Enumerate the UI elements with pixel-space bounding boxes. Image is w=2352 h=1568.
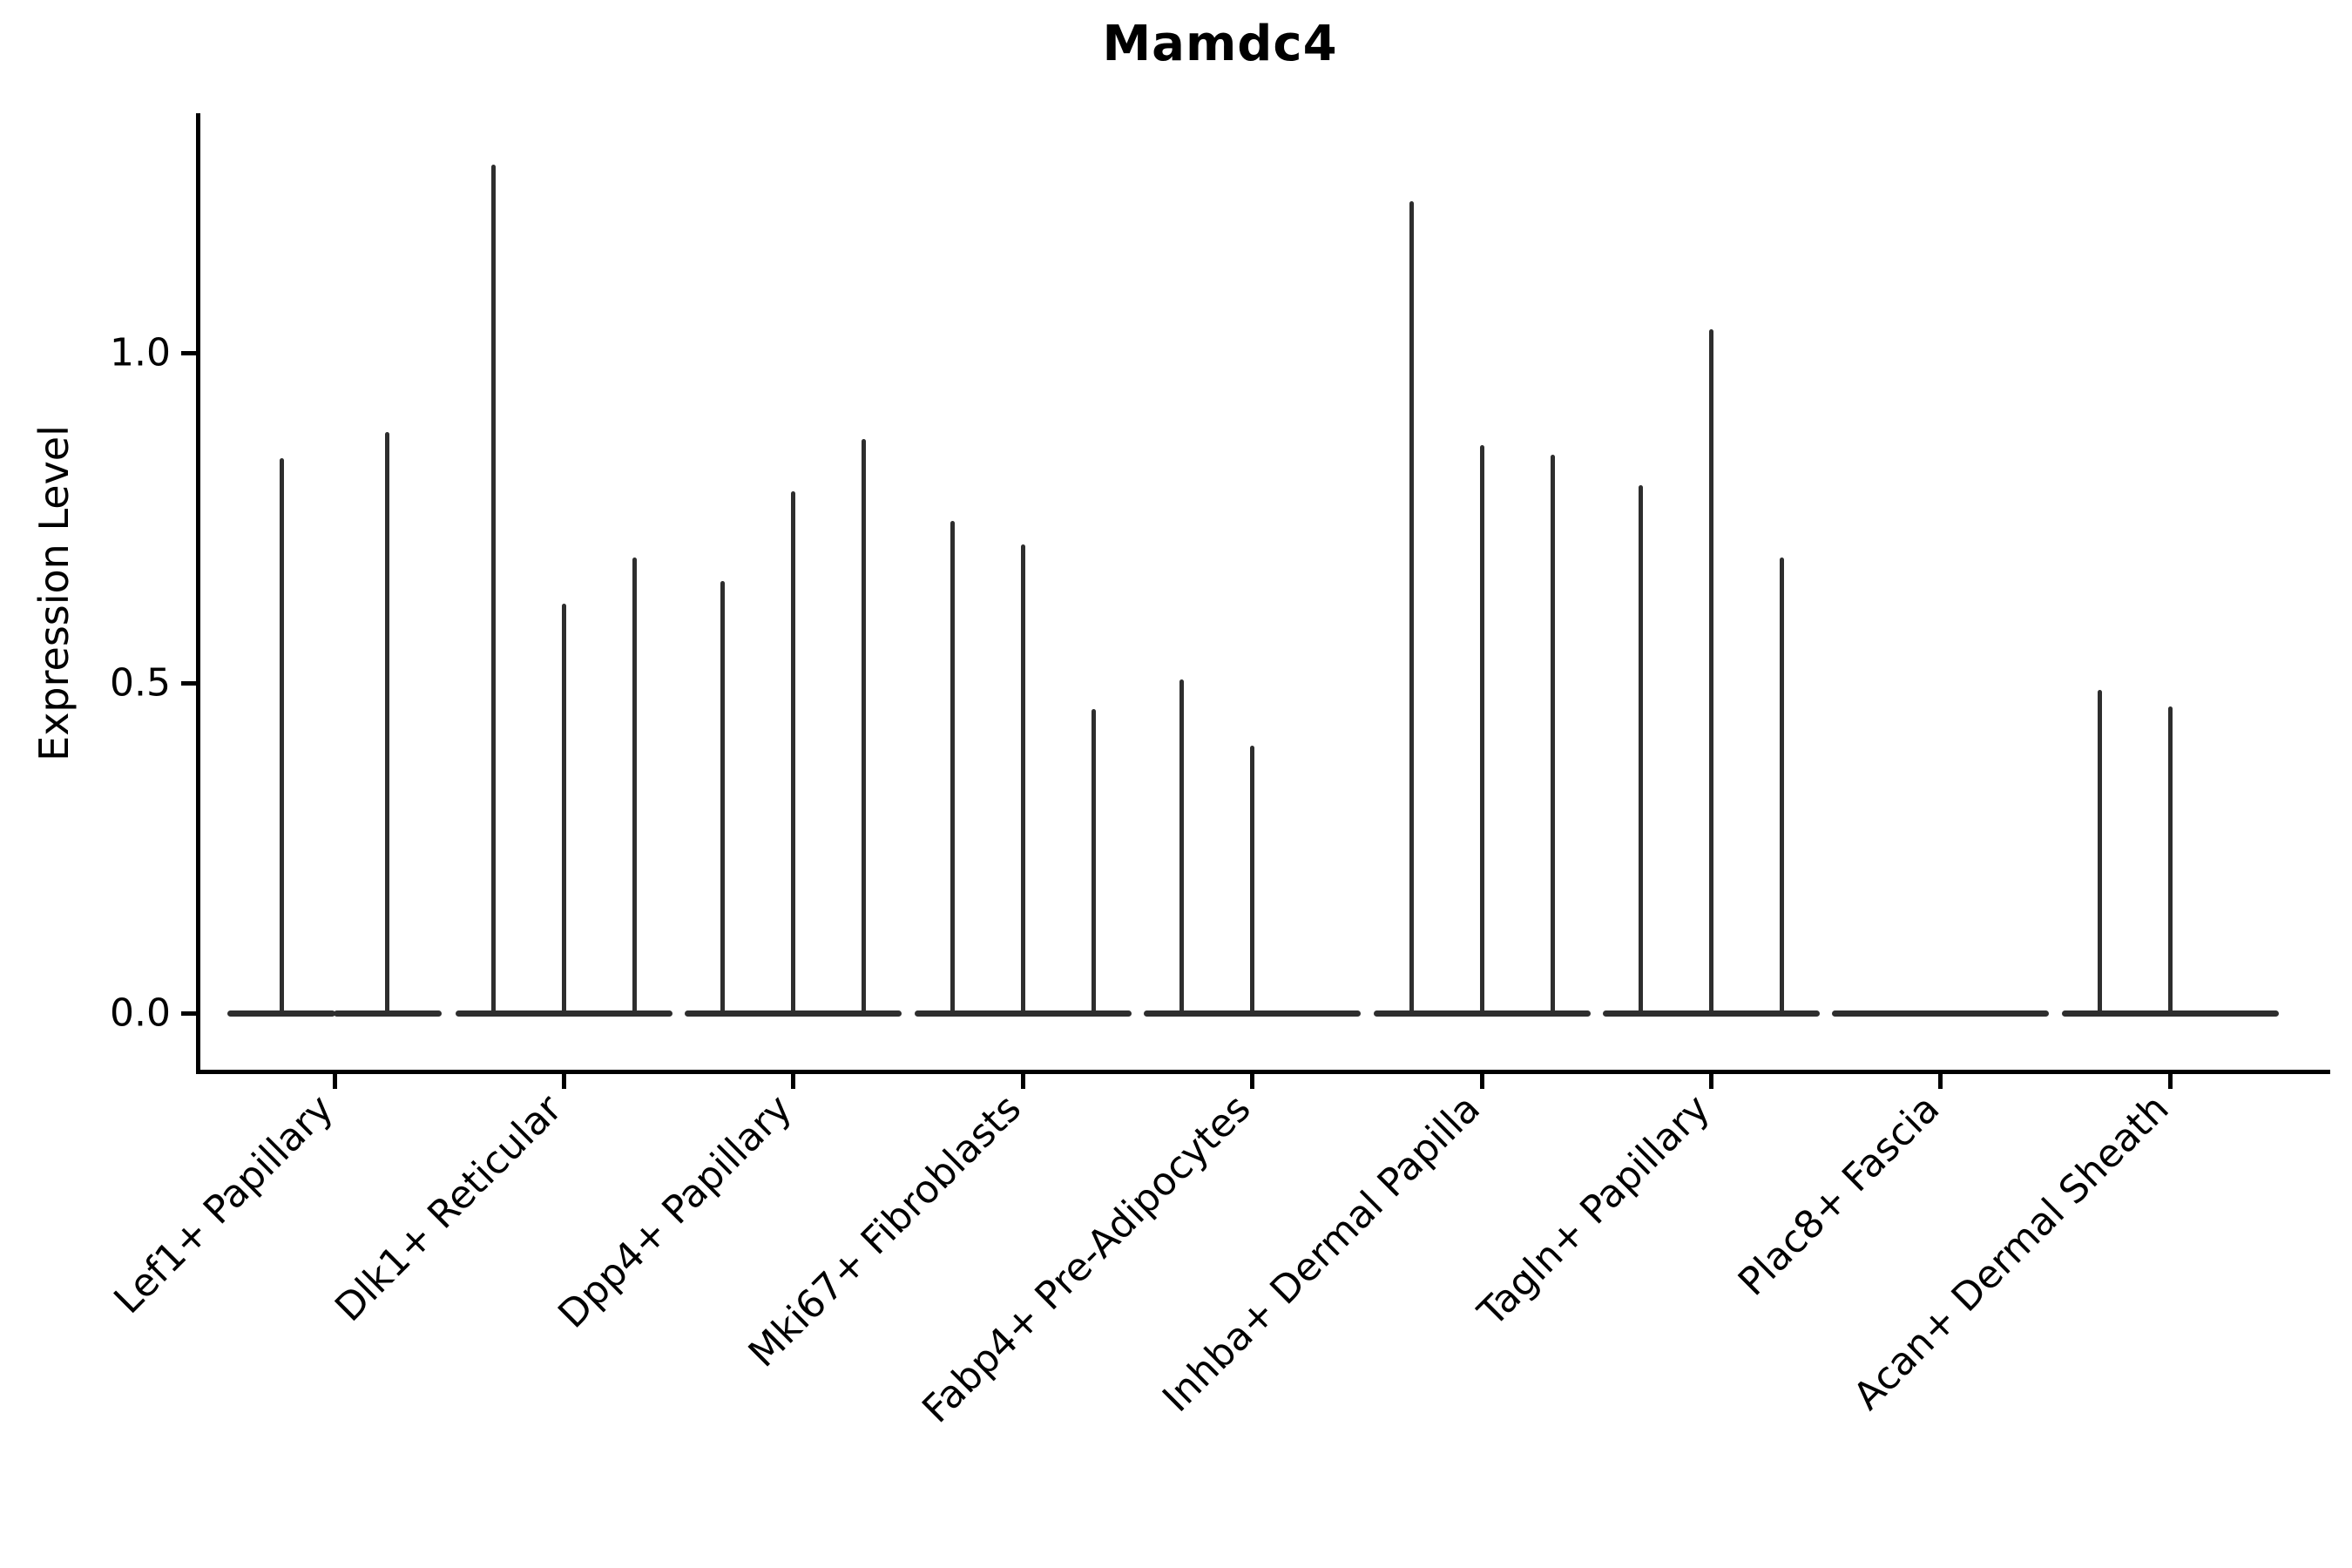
y-tick	[181, 350, 197, 355]
violin-spike	[862, 438, 867, 1013]
x-tick-label: Dpp4+ Papillary	[550, 1086, 801, 1337]
violin-body	[1144, 1010, 1220, 1017]
violin-body	[333, 1010, 442, 1017]
violin-spike	[279, 458, 284, 1013]
violin-body	[1602, 1010, 1679, 1017]
violin-spike	[1708, 329, 1713, 1013]
violin-spike	[1479, 445, 1484, 1013]
violin-body	[914, 1010, 990, 1017]
violin-body	[2132, 1010, 2208, 1017]
violin-spike	[1409, 200, 1414, 1013]
x-tick-label: Tagln+ Papillary	[1470, 1086, 1719, 1335]
violin-spike	[632, 557, 637, 1013]
violin-body	[1673, 1010, 1749, 1017]
x-tick	[791, 1074, 796, 1089]
x-tick	[332, 1074, 337, 1089]
left-spine	[196, 113, 200, 1074]
x-tick	[1479, 1074, 1484, 1089]
y-tick	[181, 680, 197, 686]
violin-body	[525, 1010, 602, 1017]
x-tick	[1708, 1074, 1713, 1089]
y-tick-label: 0.5	[110, 660, 171, 706]
violin-body	[1973, 1010, 2050, 1017]
y-tick-label: 0.0	[110, 990, 171, 1036]
violin-body	[1903, 1010, 1979, 1017]
violin-body	[984, 1010, 1061, 1017]
y-tick-label: 1.0	[110, 330, 171, 375]
violin-spike	[1091, 709, 1096, 1013]
violin-body	[1514, 1010, 1591, 1017]
violin-body	[596, 1010, 672, 1017]
violin-spike	[1020, 544, 1025, 1013]
violin-spike	[1250, 746, 1255, 1013]
x-tick	[1250, 1074, 1255, 1089]
x-tick-label: Dlk1+ Reticular	[327, 1086, 571, 1330]
violin-spike	[1779, 557, 1784, 1013]
y-tick	[181, 1010, 197, 1016]
y-axis-label: Expression Level	[30, 425, 78, 761]
x-tick	[1938, 1074, 1943, 1089]
violin-body	[1055, 1010, 1132, 1017]
violin-body	[755, 1010, 832, 1017]
violin-body	[2061, 1010, 2138, 1017]
violin-body	[2202, 1010, 2279, 1017]
bottom-spine	[196, 1070, 2330, 1074]
violin-spike	[720, 580, 726, 1013]
violin-spike	[1179, 679, 1185, 1013]
x-tick	[2167, 1074, 2173, 1089]
violin-body	[826, 1010, 902, 1017]
x-tick	[561, 1074, 566, 1089]
violin-spike	[1638, 484, 1643, 1013]
violin-spike	[2097, 689, 2102, 1013]
violin-body	[1373, 1010, 1450, 1017]
violin-body	[227, 1010, 336, 1017]
violin-body	[455, 1010, 531, 1017]
violin-body	[1443, 1010, 1520, 1017]
violin-spike	[1550, 455, 1555, 1013]
violin-spike	[561, 604, 566, 1013]
x-tick-label: Lef1+ Papillary	[105, 1086, 342, 1323]
violin-body	[1832, 1010, 1909, 1017]
violin-body	[1214, 1010, 1291, 1017]
plot-title: Mamdc4	[1102, 16, 1338, 72]
violin-spike	[791, 491, 796, 1013]
violin-spike	[490, 164, 496, 1013]
x-tick	[1020, 1074, 1025, 1089]
x-tick-label: Plac8+ Fascia	[1729, 1086, 1948, 1305]
violin-body	[685, 1010, 761, 1017]
violin-body	[1285, 1010, 1362, 1017]
violin-body	[1743, 1010, 1820, 1017]
violin-spike	[385, 431, 390, 1013]
violin-spike	[2167, 706, 2173, 1013]
violin-spike	[950, 521, 955, 1013]
